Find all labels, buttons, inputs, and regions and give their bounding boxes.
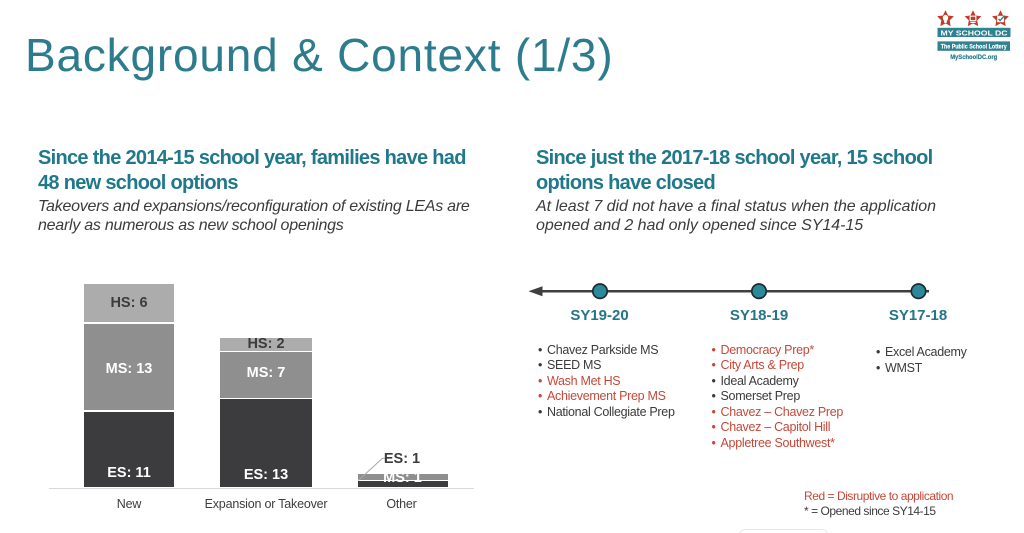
- svg-text:MY SCHOOL DC: MY SCHOOL DC: [941, 30, 1008, 37]
- svg-text:The Public School Lottery: The Public School Lottery: [941, 44, 1007, 51]
- svg-text:MySchoolDC.org: MySchoolDC.org: [950, 55, 997, 61]
